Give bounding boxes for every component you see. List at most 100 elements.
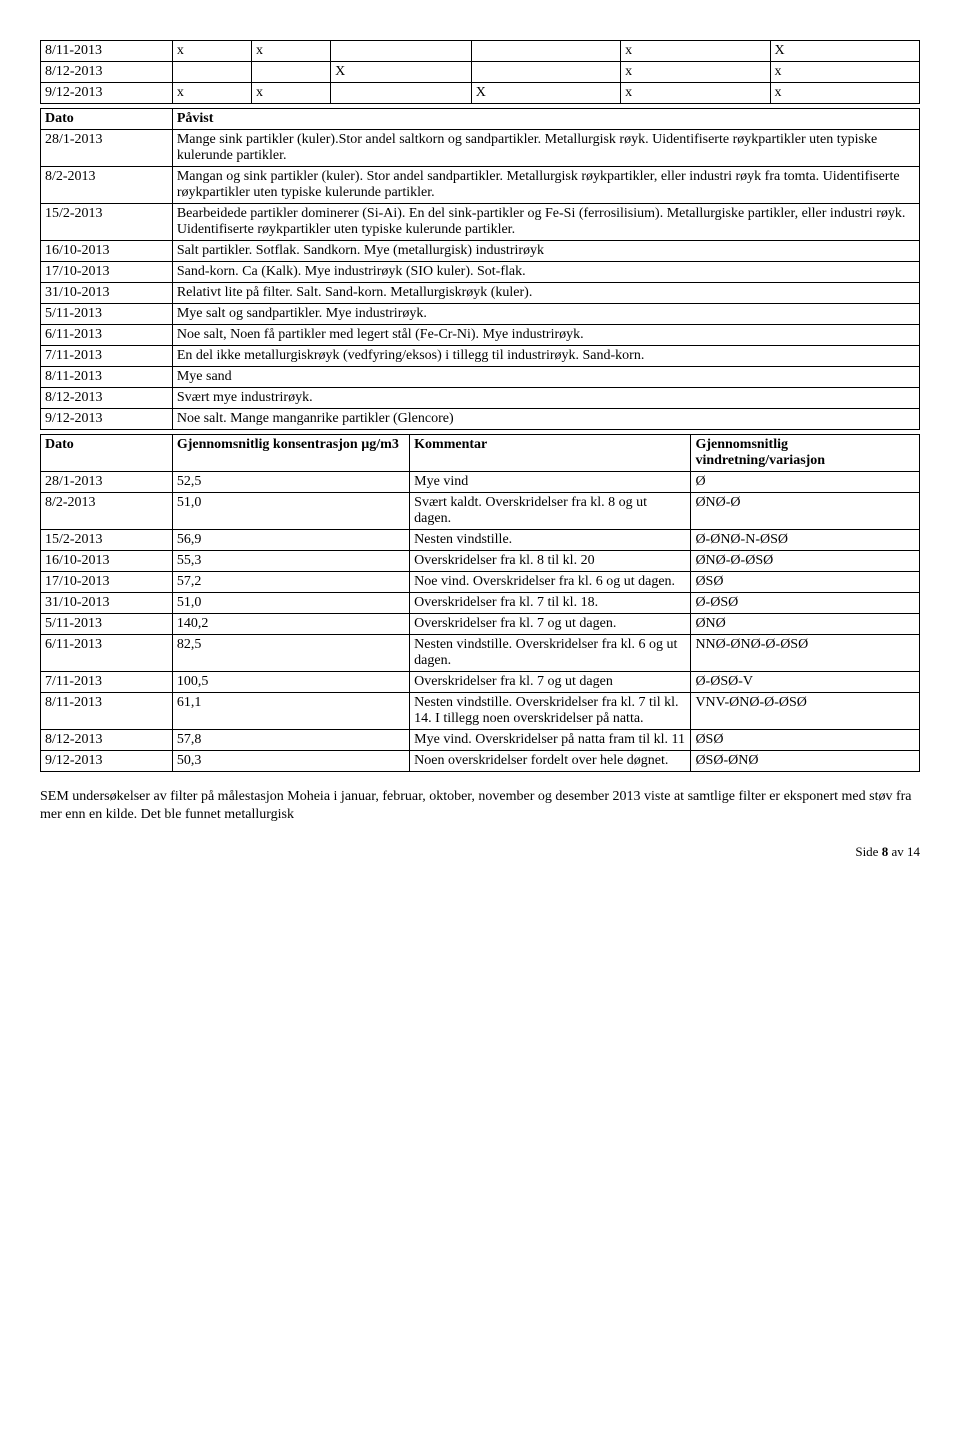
table-cell: 31/10-2013 [41, 593, 173, 614]
table-row: 6/11-2013Noe salt, Noen få partikler med… [41, 325, 920, 346]
table-cell: 16/10-2013 [41, 241, 173, 262]
table-cell: x [172, 41, 251, 62]
table-cell: 57,8 [172, 730, 409, 751]
table-cell: 8/11-2013 [41, 367, 173, 388]
table-row: 17/10-201357,2Noe vind. Overskridelser f… [41, 572, 920, 593]
table-2-body: DatoPåvist28/1-2013Mange sink partikler … [41, 109, 920, 430]
table-3: DatoGjennomsnitlig konsentrasjon µg/m3Ko… [40, 434, 920, 772]
table-cell: ØNØ [691, 614, 920, 635]
table-row: 8/12-2013Xxx [41, 62, 920, 83]
table-cell: Ø-ØSØ-V [691, 672, 920, 693]
table-cell: Sand-korn. Ca (Kalk). Mye industrirøyk (… [172, 262, 919, 283]
footer-suffix: av 14 [888, 844, 920, 859]
table-cell: x [621, 83, 770, 104]
table-cell: Overskridelser fra kl. 7 og ut dagen [410, 672, 691, 693]
table-row: 8/11-2013xxxX [41, 41, 920, 62]
table-cell: x [251, 83, 330, 104]
table-cell: Mangan og sink partikler (kuler). Stor a… [172, 167, 919, 204]
table-cell: NNØ-ØNØ-Ø-ØSØ [691, 635, 920, 672]
table-cell: 57,2 [172, 572, 409, 593]
table-cell: 56,9 [172, 530, 409, 551]
table-row: 31/10-2013Relativt lite på filter. Salt.… [41, 283, 920, 304]
table-cell: ØSØ-ØNØ [691, 751, 920, 772]
table-row: 15/2-201356,9Nesten vindstille.Ø-ØNØ-N-Ø… [41, 530, 920, 551]
table-cell: 8/12-2013 [41, 62, 173, 83]
table-cell: 15/2-2013 [41, 204, 173, 241]
table-row: 9/12-2013xxXxx [41, 83, 920, 104]
table-cell: 5/11-2013 [41, 614, 173, 635]
table-cell: 8/11-2013 [41, 693, 173, 730]
table-cell: x [770, 83, 919, 104]
table-row: 8/12-201357,8Mye vind. Overskridelser på… [41, 730, 920, 751]
table-cell: 5/11-2013 [41, 304, 173, 325]
table-cell: 17/10-2013 [41, 572, 173, 593]
table-cell: Bearbeidede partikler dominerer (Si-Ai).… [172, 204, 919, 241]
table-cell [331, 83, 472, 104]
table-cell: 6/11-2013 [41, 325, 173, 346]
table-row: 16/10-201355,3Overskridelser fra kl. 8 t… [41, 551, 920, 572]
table-row: 8/12-2013Svært mye industrirøyk. [41, 388, 920, 409]
table-row: 5/11-2013Mye salt og sandpartikler. Mye … [41, 304, 920, 325]
table-cell: Overskridelser fra kl. 7 og ut dagen. [410, 614, 691, 635]
table-cell: 6/11-2013 [41, 635, 173, 672]
table-header-row: DatoPåvist [41, 109, 920, 130]
table-cell: ØNØ-Ø-ØSØ [691, 551, 920, 572]
table-row: 8/11-201361,1Nesten vindstille. Overskri… [41, 693, 920, 730]
table-cell: 17/10-2013 [41, 262, 173, 283]
table-cell: Mye sand [172, 367, 919, 388]
table-cell: 7/11-2013 [41, 672, 173, 693]
table-cell: 28/1-2013 [41, 130, 173, 167]
table-header-row: DatoGjennomsnitlig konsentrasjon µg/m3Ko… [41, 435, 920, 472]
table-cell: En del ikke metallurgiskrøyk (vedfyring/… [172, 346, 919, 367]
table-cell: Noe vind. Overskridelser fra kl. 6 og ut… [410, 572, 691, 593]
body-paragraph: SEM undersøkelser av filter på målestasj… [40, 788, 920, 824]
table-cell: 9/12-2013 [41, 83, 173, 104]
table-cell: 7/11-2013 [41, 346, 173, 367]
table-cell: x [251, 41, 330, 62]
table-row: 8/2-2013Mangan og sink partikler (kuler)… [41, 167, 920, 204]
table-cell: Nesten vindstille. Overskridelser fra kl… [410, 693, 691, 730]
table-cell: ØNØ-Ø [691, 493, 920, 530]
table-row: 5/11-2013140,2Overskridelser fra kl. 7 o… [41, 614, 920, 635]
table-cell [471, 62, 620, 83]
table-header-cell: Gjennomsnitlig vindretning/variasjon [691, 435, 920, 472]
footer-prefix: Side [855, 844, 881, 859]
table-1-body: 8/11-2013xxxX8/12-2013Xxx9/12-2013xxXxx [41, 41, 920, 104]
table-row: 17/10-2013Sand-korn. Ca (Kalk). Mye indu… [41, 262, 920, 283]
table-cell: 8/2-2013 [41, 167, 173, 204]
table-header-cell: Gjennomsnitlig konsentrasjon µg/m3 [172, 435, 409, 472]
table-cell: x [621, 41, 770, 62]
table-cell: 51,0 [172, 493, 409, 530]
table-cell: Nesten vindstille. [410, 530, 691, 551]
table-cell: 9/12-2013 [41, 409, 173, 430]
table-row: 6/11-201382,5Nesten vindstille. Overskri… [41, 635, 920, 672]
table-cell: Noe salt, Noen få partikler med legert s… [172, 325, 919, 346]
table-cell: Mye vind. Overskridelser på natta fram t… [410, 730, 691, 751]
table-cell: Overskridelser fra kl. 8 til kl. 20 [410, 551, 691, 572]
table-cell: Svært mye industrirøyk. [172, 388, 919, 409]
table-cell: 8/2-2013 [41, 493, 173, 530]
table-cell: 9/12-2013 [41, 751, 173, 772]
table-cell: 55,3 [172, 551, 409, 572]
table-cell: 51,0 [172, 593, 409, 614]
table-3-body: DatoGjennomsnitlig konsentrasjon µg/m3Ko… [41, 435, 920, 772]
table-cell: Ø [691, 472, 920, 493]
table-cell: Salt partikler. Sotflak. Sandkorn. Mye (… [172, 241, 919, 262]
table-cell: 50,3 [172, 751, 409, 772]
table-cell: 100,5 [172, 672, 409, 693]
table-cell: 82,5 [172, 635, 409, 672]
table-cell [172, 62, 251, 83]
table-header-cell: Kommentar [410, 435, 691, 472]
table-cell: Nesten vindstille. Overskridelser fra kl… [410, 635, 691, 672]
table-cell: 8/12-2013 [41, 730, 173, 751]
table-1: 8/11-2013xxxX8/12-2013Xxx9/12-2013xxXxx [40, 40, 920, 104]
table-cell: x [770, 62, 919, 83]
table-row: 31/10-201351,0Overskridelser fra kl. 7 t… [41, 593, 920, 614]
table-row: 8/2-201351,0Svært kaldt. Overskridelser … [41, 493, 920, 530]
table-row: 9/12-2013Noe salt. Mange manganrike part… [41, 409, 920, 430]
table-cell: 8/12-2013 [41, 388, 173, 409]
table-cell: Ø-ØNØ-N-ØSØ [691, 530, 920, 551]
table-cell: Svært kaldt. Overskridelser fra kl. 8 og… [410, 493, 691, 530]
table-row: 28/1-201352,5Mye vindØ [41, 472, 920, 493]
table-cell: 15/2-2013 [41, 530, 173, 551]
